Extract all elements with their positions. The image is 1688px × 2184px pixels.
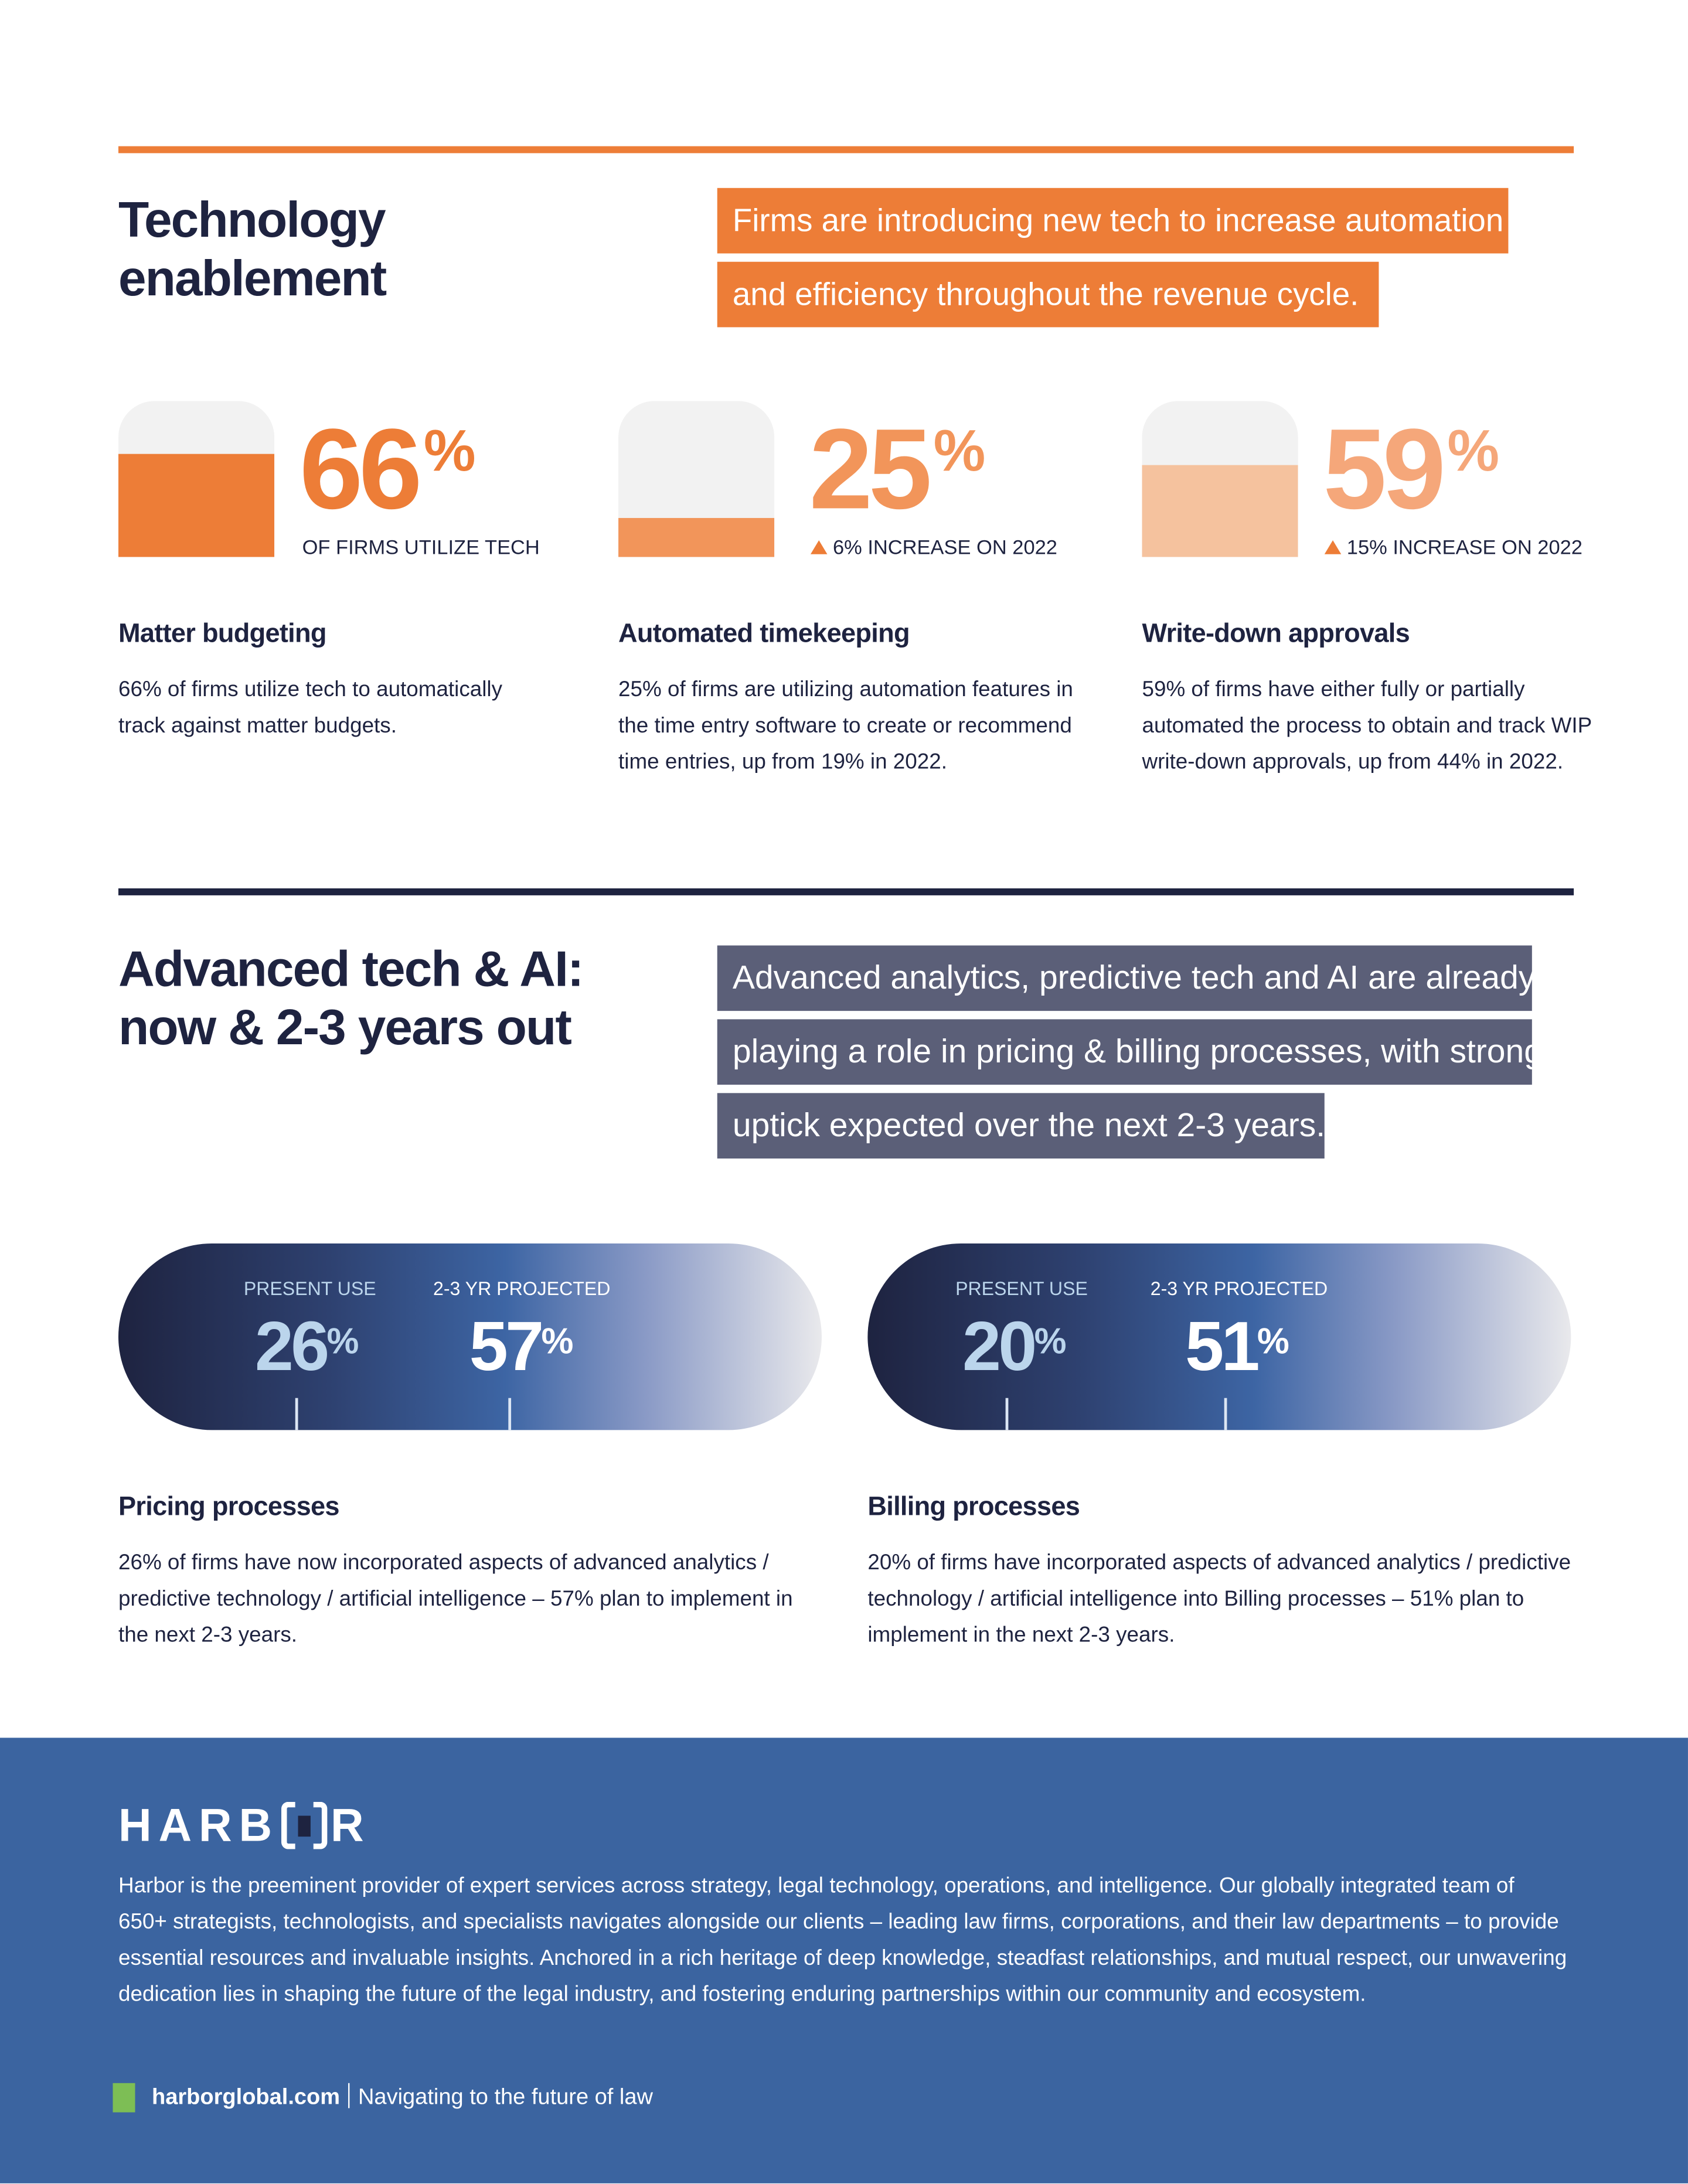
orange-divider	[118, 146, 1574, 154]
tagline: Navigating to the future of law	[358, 2086, 653, 2110]
pill-heading: Billing processes	[867, 1493, 1080, 1522]
navy-divider	[118, 888, 1574, 895]
stat-caption: 15% INCREASE ON 2022	[1324, 537, 1582, 560]
pill-body: 26% of firms have now incorporated aspec…	[118, 1551, 793, 1648]
stat-caption: OF FIRMS UTILIZE TECH	[302, 537, 540, 560]
present-use-label: PRESENT USE	[243, 1278, 376, 1299]
projected-marker	[508, 1398, 512, 1430]
highlight-line: Advanced analytics, predictive tech and …	[717, 945, 1535, 1011]
percent-sign: %	[1034, 1320, 1067, 1362]
title-line: enablement	[118, 249, 387, 306]
percent-sign: %	[541, 1320, 574, 1362]
section-title-technology: Technology enablement	[118, 190, 387, 308]
projected-value: 57%	[469, 1307, 574, 1385]
pill-body: 20% of firms have incorporated aspects o…	[867, 1551, 1571, 1648]
value-number: 20	[962, 1307, 1037, 1386]
fill-gauge	[618, 401, 775, 557]
gauge-fill	[618, 517, 775, 557]
stat-number: 59	[1323, 406, 1446, 534]
present-marker	[295, 1398, 298, 1430]
gauge-fill	[118, 454, 275, 557]
projected-label: 2-3 YR PROJECTED	[433, 1278, 611, 1299]
value-number: 57	[469, 1307, 544, 1386]
caption-text: 15% INCREASE ON 2022	[1346, 537, 1582, 560]
fill-gauge	[1142, 401, 1298, 557]
stat-body: 25% of firms are utilizing automation fe…	[618, 678, 1073, 775]
percent-sign: %	[326, 1320, 359, 1362]
highlight-line: Firms are introducing new tech to increa…	[717, 188, 1509, 254]
triangle-up-icon	[810, 540, 828, 554]
stat-body: 59% of firms have either fully or partia…	[1142, 678, 1592, 775]
percent-sign: %	[1447, 417, 1500, 483]
harbor-logo: HARB R	[118, 1799, 371, 1851]
title-line: Technology	[118, 190, 386, 248]
stat-number: 66	[299, 406, 423, 534]
stat-heading: Automated timekeeping	[618, 619, 910, 649]
projected-value: 51%	[1185, 1307, 1289, 1385]
highlight-line: and efficiency throughout the revenue cy…	[717, 261, 1379, 328]
separator	[348, 2083, 350, 2108]
stat-number: 25	[809, 406, 933, 534]
stat-heading: Write-down approvals	[1142, 619, 1410, 649]
stat-heading: Matter budgeting	[118, 619, 326, 649]
highlight-line: uptick expected over the next 2-3 years.	[717, 1093, 1325, 1159]
present-marker	[1005, 1398, 1009, 1430]
highlight-line: playing a role in pricing & billing proc…	[717, 1019, 1543, 1085]
green-square-icon	[113, 2083, 135, 2113]
gauge-fill	[1142, 465, 1298, 557]
website-link[interactable]: harborglobal.com	[152, 2086, 341, 2110]
logo-bracket-mark	[281, 1801, 328, 1849]
percent-sign: %	[423, 417, 476, 483]
value-number: 26	[254, 1307, 329, 1386]
pill-heading: Pricing processes	[118, 1493, 340, 1522]
stat-caption: 6% INCREASE ON 2022	[810, 537, 1057, 560]
stat-value: 25%	[809, 401, 986, 540]
caption-text: 6% INCREASE ON 2022	[832, 537, 1057, 560]
triangle-up-icon	[1324, 540, 1342, 554]
stat-value: 59%	[1323, 401, 1499, 540]
fill-gauge	[118, 401, 275, 557]
footer-link-row: harborglobal.com Navigating to the future…	[152, 2083, 653, 2113]
percent-sign: %	[1257, 1320, 1289, 1362]
value-number: 51	[1185, 1307, 1260, 1386]
present-use-value: 20%	[962, 1307, 1067, 1385]
title-line: now & 2-3 years out	[118, 998, 572, 1056]
section-title-advanced-tech: Advanced tech & AI: now & 2-3 years out	[118, 939, 584, 1057]
percent-sign: %	[933, 417, 986, 483]
progress-pill-billing: PRESENT USE 2-3 YR PROJECTED 20% 51%	[867, 1243, 1571, 1430]
about-text: Harbor is the preeminent provider of exp…	[118, 1874, 1567, 2007]
progress-pill-pricing: PRESENT USE 2-3 YR PROJECTED 26% 57%	[118, 1243, 822, 1430]
projected-marker	[1224, 1398, 1227, 1430]
projected-label: 2-3 YR PROJECTED	[1150, 1278, 1328, 1299]
present-use-label: PRESENT USE	[955, 1278, 1088, 1299]
stat-body: 66% of firms utilize tech to automatical…	[118, 678, 503, 738]
present-use-value: 26%	[255, 1307, 359, 1385]
title-line: Advanced tech & AI:	[118, 939, 584, 997]
footer: HARB R Harbor is the preeminent provider …	[0, 1737, 1688, 2183]
stat-value: 66%	[300, 401, 476, 540]
